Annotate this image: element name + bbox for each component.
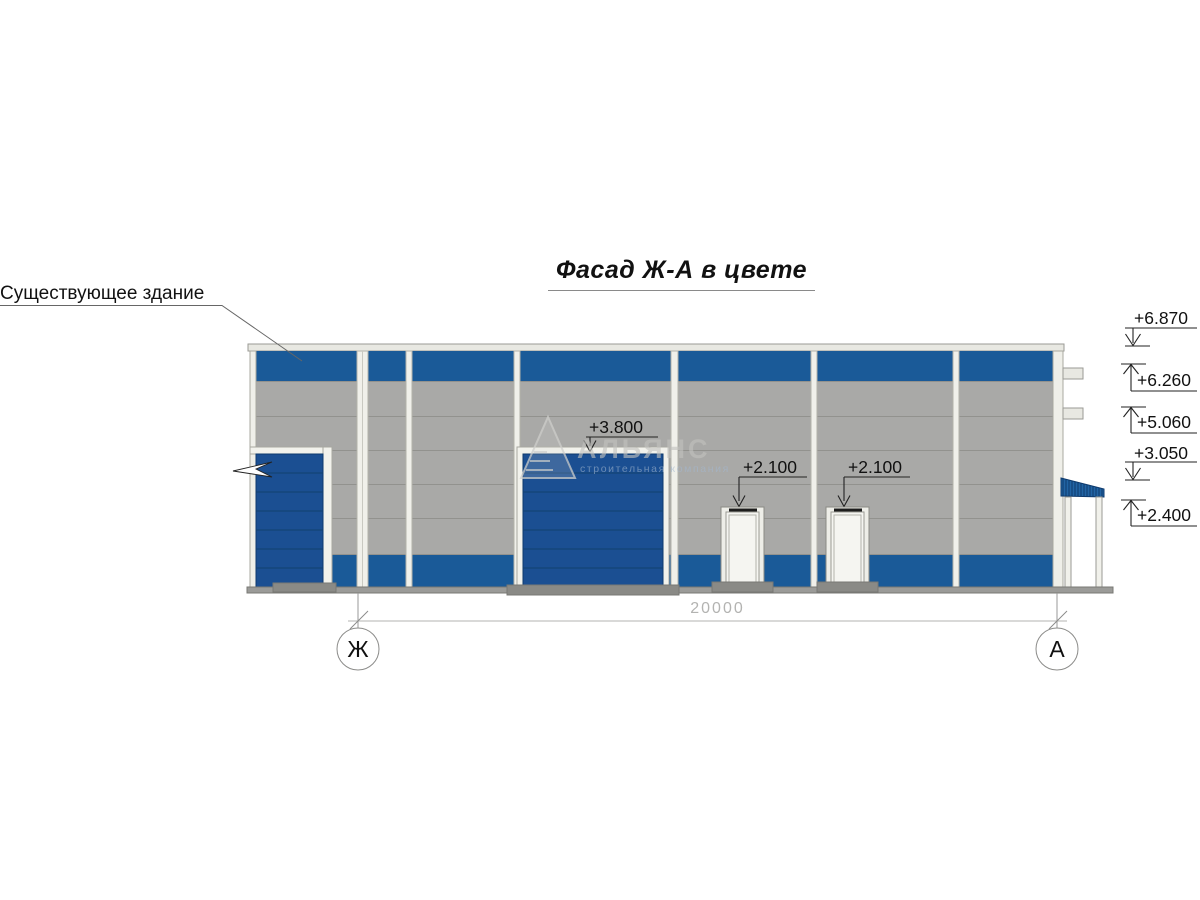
- elevation-mark-up-icon: [1121, 499, 1197, 527]
- entrance-canopy: [1060, 477, 1105, 498]
- canopy-columns: [1064, 496, 1103, 588]
- axis-lines: [357, 593, 1058, 628]
- elevation-mark-up-icon: [1121, 406, 1197, 434]
- elevation-label-3050: +3.050: [1134, 443, 1189, 463]
- parapet-coping: [247, 343, 1065, 352]
- axis-label-zh: Ж: [347, 636, 369, 662]
- watermark-text: АЛЬЯНС: [577, 434, 711, 464]
- elevation-mark-down-icon: [1125, 461, 1197, 481]
- existing-building-leader-line: [0, 305, 303, 362]
- door-elevation-label-2: +2.100: [848, 457, 903, 477]
- gate-elevation-leader-icon: [583, 436, 658, 452]
- axis-bubble-zh: [336, 627, 380, 671]
- gate-elevation-label: +3.800: [589, 417, 644, 437]
- elevation-label-2400: +2.400: [1137, 505, 1192, 525]
- wall-beam-stubs: [1062, 367, 1084, 420]
- door-ramps: [272, 581, 879, 596]
- axis-bubble-a: [1035, 627, 1079, 671]
- door-elevation-leader-icon: [837, 476, 910, 507]
- axis-label-a: А: [1049, 636, 1065, 662]
- watermark-logo-icon: [519, 414, 577, 479]
- elevation-label-5060: +5.060: [1137, 412, 1192, 432]
- top-accent-band: [255, 351, 1053, 381]
- ground-line: [246, 586, 1114, 594]
- door-elevation-leader-icon: [732, 476, 807, 507]
- entrance-door-2: [825, 506, 870, 589]
- elevation-mark-down-icon: [1125, 327, 1197, 347]
- right-end-column: [1052, 350, 1064, 588]
- drawing-title: Фасад Ж-А в цвете: [548, 256, 816, 291]
- dimension-label: 20000: [690, 600, 745, 617]
- watermark-subtitle: строительная компания: [580, 463, 730, 475]
- elevation-label-6260: +6.260: [1137, 370, 1192, 390]
- door-elevation-label-1: +2.100: [743, 457, 798, 477]
- sectional-gate-left: [249, 446, 333, 588]
- elevation-label-6870: +6.870: [1134, 308, 1189, 328]
- dimension-ticks: [349, 610, 1068, 630]
- elevation-mark-up-icon: [1121, 363, 1197, 392]
- entrance-door-1: [720, 506, 765, 589]
- existing-building-label: Существующее здание: [0, 283, 205, 304]
- break-mark-icon: [232, 461, 273, 478]
